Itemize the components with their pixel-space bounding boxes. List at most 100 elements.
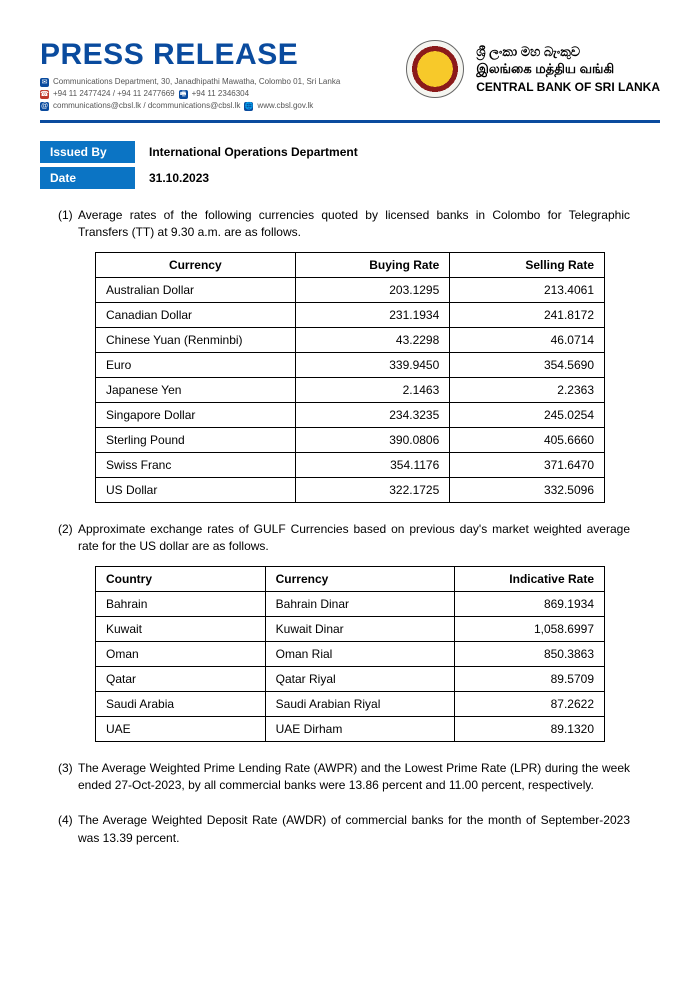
table-cell: US Dollar [96,477,296,502]
table-cell: 87.2622 [455,691,605,716]
web-text: www.cbsl.gov.lk [257,100,313,112]
table-cell: 234.3235 [295,402,450,427]
issued-by-value: International Operations Department [135,145,358,159]
table-cell: 43.2298 [295,327,450,352]
date-value: 31.10.2023 [135,171,209,185]
web-icon: 🌐 [244,102,253,111]
table-row: Canadian Dollar231.1934241.8172 [96,302,605,327]
table-cell: 2.2363 [450,377,605,402]
section-3-text: (3) The Average Weighted Prime Lending R… [78,760,630,795]
section-4-num: (4) [58,812,73,829]
table-row: Japanese Yen2.14632.2363 [96,377,605,402]
table-cell: 869.1934 [455,591,605,616]
bank-name-sinhala: ශ්‍රී ලංකා මහ බැංකුව [476,44,660,61]
table-row: Sterling Pound390.0806405.6660 [96,427,605,452]
table-cell: 354.5690 [450,352,605,377]
table-cell: Bahrain [96,591,266,616]
section-4-body: The Average Weighted Deposit Rate (AWDR)… [78,813,630,844]
currency-rates-table: Currency Buying Rate Selling Rate Austra… [95,252,605,503]
table-cell: 322.1725 [295,477,450,502]
col-buying: Buying Rate [295,252,450,277]
table-row: Australian Dollar203.1295213.4061 [96,277,605,302]
col-indicative: Indicative Rate [455,566,605,591]
table-cell: Singapore Dollar [96,402,296,427]
bank-name-english: CENTRAL BANK OF SRI LANKA [476,80,660,94]
table-row: Swiss Franc354.1176371.6470 [96,452,605,477]
table-cell: 231.1934 [295,302,450,327]
table-cell: Sterling Pound [96,427,296,452]
table-cell: Swiss Franc [96,452,296,477]
bank-name-tamil: இலங்கை மத்திய வங்கி [476,61,660,78]
section-2-body: Approximate exchange rates of GULF Curre… [78,522,630,553]
table-cell: Japanese Yen [96,377,296,402]
phone-icon: ☎ [40,90,49,99]
fax-icon: 🖷 [179,90,188,99]
table-row: KuwaitKuwait Dinar1,058.6997 [96,616,605,641]
table-cell: 371.6470 [450,452,605,477]
table-cell: 89.1320 [455,716,605,741]
section-1-num: (1) [58,207,73,224]
table-cell: Oman [96,641,266,666]
section-2-num: (2) [58,521,73,538]
phone-text: +94 11 2477424 / +94 11 2477669 [53,88,175,100]
table-cell: 339.9450 [295,352,450,377]
table-row: UAEUAE Dirham89.1320 [96,716,605,741]
table-cell: Bahrain Dinar [265,591,455,616]
table-row: Saudi ArabiaSaudi Arabian Riyal87.2622 [96,691,605,716]
table-row: Singapore Dollar234.3235245.0254 [96,402,605,427]
table-cell: Australian Dollar [96,277,296,302]
table-row: Euro339.9450354.5690 [96,352,605,377]
table-cell: 46.0714 [450,327,605,352]
table-cell: 2.1463 [295,377,450,402]
table-cell: UAE [96,716,266,741]
email-icon: @ [40,102,49,111]
col-currency: Currency [265,566,455,591]
table-cell: Oman Rial [265,641,455,666]
table-cell: Kuwait Dinar [265,616,455,641]
contact-phone: ☎ +94 11 2477424 / +94 11 2477669 🖷 +94 … [40,88,406,100]
issued-by-label: Issued By [40,141,135,163]
document-header: PRESS RELEASE ✉ Communications Departmen… [40,40,660,123]
section-3-body: The Average Weighted Prime Lending Rate … [78,761,630,792]
table-row: OmanOman Rial850.3863 [96,641,605,666]
table-cell: Canadian Dollar [96,302,296,327]
table-cell: 850.3863 [455,641,605,666]
table-cell: 390.0806 [295,427,450,452]
table-cell: Saudi Arabia [96,691,266,716]
press-release-title: PRESS RELEASE [40,40,406,70]
gulf-rates-table: Country Currency Indicative Rate Bahrain… [95,566,605,742]
col-currency: Currency [96,252,296,277]
table-cell: 213.4061 [450,277,605,302]
address-text: Communications Department, 30, Janadhipa… [53,76,340,88]
section-1-body: Average rates of the following currencie… [78,208,630,239]
issued-by-row: Issued By International Operations Depar… [40,141,660,163]
section-4-text: (4) The Average Weighted Deposit Rate (A… [78,812,630,847]
table-cell: Chinese Yuan (Renminbi) [96,327,296,352]
table-cell: 241.8172 [450,302,605,327]
table-cell: 354.1176 [295,452,450,477]
table-cell: 89.5709 [455,666,605,691]
table-cell: UAE Dirham [265,716,455,741]
contact-email: @ communications@cbsl.lk / dcommunicatio… [40,100,406,112]
col-country: Country [96,566,266,591]
header-right: ශ්‍රී ලංකා මහ බැංකුව இலங்கை மத்திய வங்கி… [406,40,660,98]
table-header-row: Country Currency Indicative Rate [96,566,605,591]
table-header-row: Currency Buying Rate Selling Rate [96,252,605,277]
table-row: QatarQatar Riyal89.5709 [96,666,605,691]
mail-icon: ✉ [40,78,49,87]
section-3-num: (3) [58,760,73,777]
header-left: PRESS RELEASE ✉ Communications Departmen… [40,40,406,112]
bank-titles: ශ්‍රී ලංකා මහ බැංකුව இலங்கை மத்திய வங்கி… [476,44,660,94]
table-row: BahrainBahrain Dinar869.1934 [96,591,605,616]
table-cell: 1,058.6997 [455,616,605,641]
table-cell: Kuwait [96,616,266,641]
table-cell: 405.6660 [450,427,605,452]
date-label: Date [40,167,135,189]
table-cell: Euro [96,352,296,377]
table-cell: 203.1295 [295,277,450,302]
contact-address: ✉ Communications Department, 30, Janadhi… [40,76,406,88]
cbsl-logo-icon [406,40,464,98]
table-cell: 332.5096 [450,477,605,502]
col-selling: Selling Rate [450,252,605,277]
table-cell: Saudi Arabian Riyal [265,691,455,716]
